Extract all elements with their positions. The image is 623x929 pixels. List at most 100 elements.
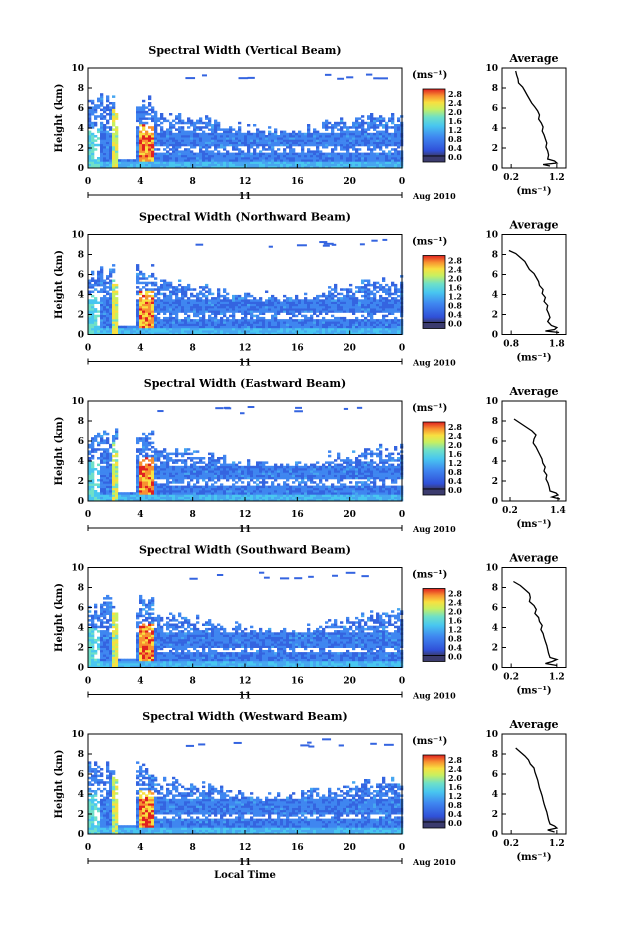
heatmap-cell bbox=[166, 490, 170, 493]
heatmap-cell bbox=[244, 330, 248, 333]
heatmap-cell bbox=[391, 113, 395, 116]
heatmap-cell bbox=[358, 161, 362, 164]
heatmap-cell bbox=[298, 330, 302, 333]
heatmap-cell bbox=[163, 303, 167, 307]
heatmap-cell bbox=[208, 310, 212, 313]
heatmap-cell bbox=[232, 143, 236, 147]
heatmap-cell bbox=[196, 496, 200, 500]
heatmap-cell bbox=[142, 487, 146, 491]
heatmap-cell bbox=[268, 468, 272, 471]
heatmap-cell bbox=[124, 159, 128, 162]
heatmap-cell bbox=[157, 498, 161, 502]
heatmap-cell bbox=[106, 143, 110, 147]
heatmap-cell bbox=[352, 161, 356, 164]
heatmap-cell bbox=[139, 470, 143, 473]
heatmap-cell bbox=[100, 316, 104, 320]
heatmap-cell bbox=[172, 132, 176, 136]
heatmap-cell bbox=[178, 310, 182, 313]
heatmap-cell bbox=[208, 476, 212, 480]
heatmap-cell bbox=[316, 132, 320, 136]
heatmap-cell bbox=[298, 325, 302, 329]
heatmap-cell bbox=[97, 479, 101, 482]
heatmap-cell bbox=[172, 494, 176, 497]
heatmap-cell bbox=[109, 154, 113, 158]
heatmap-cell bbox=[169, 465, 173, 469]
heatmap-cell bbox=[181, 319, 185, 322]
heatmap-cell bbox=[163, 135, 167, 138]
heatmap-cell bbox=[220, 141, 224, 145]
heatmap-cell bbox=[322, 121, 326, 125]
heatmap-cell bbox=[115, 283, 119, 287]
heatmap-cell bbox=[94, 121, 98, 125]
heatmap-cell bbox=[208, 154, 212, 158]
heatmap-cell bbox=[292, 319, 296, 322]
heatmap-cell bbox=[154, 457, 158, 460]
heatmap-cell bbox=[205, 290, 209, 293]
heatmap-cell bbox=[196, 165, 200, 169]
heatmap-cell bbox=[373, 305, 377, 309]
heatmap-cell bbox=[109, 316, 113, 320]
heatmap-cell bbox=[271, 498, 275, 502]
heatmap-cell bbox=[181, 135, 185, 138]
heatmap-cell bbox=[151, 143, 155, 147]
heatmap-cell bbox=[304, 299, 308, 302]
heatmap-cell bbox=[190, 161, 194, 164]
heatmap-cell bbox=[256, 321, 260, 324]
heatmap-cell bbox=[178, 301, 182, 304]
heatmap-cell bbox=[313, 303, 317, 307]
heatmap-cell bbox=[106, 321, 110, 324]
heatmap-cell bbox=[361, 330, 365, 333]
heatmap-cell bbox=[235, 303, 239, 307]
heatmap-cell bbox=[142, 432, 146, 436]
heatmap-cell bbox=[172, 150, 176, 153]
heatmap-cell bbox=[175, 481, 179, 484]
heatmap-cell bbox=[97, 330, 101, 333]
heatmap-cell bbox=[394, 152, 398, 156]
heatmap-cell bbox=[163, 483, 167, 486]
heatmap-cell bbox=[175, 157, 179, 160]
heatmap-cell bbox=[370, 159, 374, 162]
heatmap-cell bbox=[154, 481, 158, 484]
heatmap-cell bbox=[214, 485, 218, 489]
heatmap-cell bbox=[235, 146, 239, 149]
heatmap-cell bbox=[154, 110, 158, 114]
heatmap-cell bbox=[376, 290, 380, 293]
heatmap-cell bbox=[97, 492, 101, 495]
heatmap-cell bbox=[142, 272, 146, 276]
heatmap-cell bbox=[142, 494, 146, 497]
heatmap-cell bbox=[247, 308, 251, 311]
heatmap-cell bbox=[370, 154, 374, 158]
heatmap-cell bbox=[370, 119, 374, 123]
heatmap-cell bbox=[283, 161, 287, 164]
heatmap-cell bbox=[253, 157, 257, 160]
heatmap-cell bbox=[187, 494, 191, 497]
heatmap-cell bbox=[217, 461, 221, 464]
heatmap-cell bbox=[367, 319, 371, 322]
heatmap-cell bbox=[91, 305, 95, 309]
heatmap-cell bbox=[250, 299, 254, 302]
heatmap-cell bbox=[148, 305, 152, 309]
heatmap-cell bbox=[145, 439, 149, 442]
heatmap-cell bbox=[382, 141, 386, 145]
heatmap-cell bbox=[199, 474, 203, 478]
heatmap-cell bbox=[184, 137, 188, 140]
heatmap-cell bbox=[379, 141, 383, 145]
heatmap-cell bbox=[361, 128, 365, 131]
heatmap-cell bbox=[148, 459, 152, 462]
heatmap-cell bbox=[109, 135, 113, 138]
heatmap-cell bbox=[355, 119, 359, 123]
heatmap-cell bbox=[271, 487, 275, 491]
heatmap-cell bbox=[160, 299, 164, 302]
heatmap-cell bbox=[187, 448, 191, 451]
heatmap-cell bbox=[163, 288, 167, 291]
heatmap-cell bbox=[352, 163, 356, 167]
heatmap-cell bbox=[175, 152, 179, 156]
heatmap-cell bbox=[151, 483, 155, 486]
heatmap-cell bbox=[283, 141, 287, 145]
heatmap-cell bbox=[103, 143, 107, 147]
heatmap-cell bbox=[220, 325, 224, 329]
heatmap-cell bbox=[136, 141, 140, 145]
heatmap-cell bbox=[352, 294, 356, 298]
heatmap-cell bbox=[133, 492, 137, 495]
heatmap-cell bbox=[142, 448, 146, 451]
